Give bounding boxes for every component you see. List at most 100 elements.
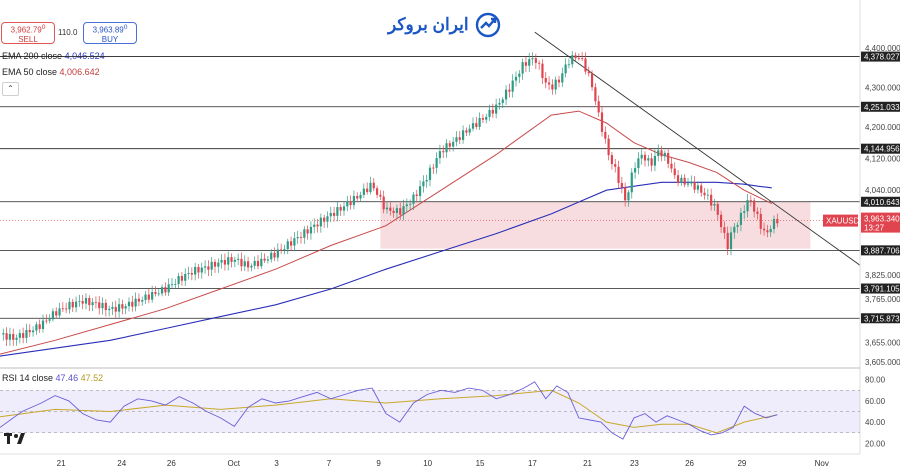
candle-body: [471, 123, 475, 129]
candle-body: [624, 187, 627, 201]
candle-body: [637, 158, 640, 169]
candle-body: [38, 324, 41, 330]
candle-body: [729, 232, 733, 250]
rsi-legend[interactable]: RSI 14 close 47.46 47.52: [2, 373, 103, 383]
rsi-line: [0, 381, 778, 440]
level-tag: [861, 245, 900, 256]
candle-body: [369, 182, 372, 193]
candle-body: [352, 196, 356, 206]
candle-body: [323, 217, 326, 222]
candle-body: [270, 252, 273, 260]
candle-body: [587, 71, 590, 74]
y-tick-label: 4,040.000: [865, 186, 900, 195]
candle-body: [246, 261, 250, 268]
candle-body: [776, 218, 779, 224]
candle-body: [329, 212, 332, 217]
candle-body: [117, 304, 121, 312]
candle-body: [574, 55, 577, 59]
candle-body: [657, 150, 660, 156]
ema50-label: EMA 50 close: [2, 67, 58, 77]
candle-body: [538, 62, 541, 64]
support-resistance-zone: [380, 202, 811, 249]
candle-body: [253, 260, 256, 266]
candle-body: [2, 333, 5, 335]
candle-body: [518, 73, 521, 77]
candle-body: [256, 260, 260, 267]
candle-body: [581, 58, 584, 59]
candle-body: [22, 333, 25, 338]
symbol-label: XAUUSD: [826, 217, 860, 226]
candle-body: [210, 261, 213, 270]
y-tick-label: 4,400.000: [865, 44, 900, 53]
candle-body: [356, 196, 359, 199]
rsi-y-tick-label: 40.00: [865, 418, 886, 427]
candle-body: [458, 137, 461, 140]
candle-body: [8, 334, 12, 340]
candle-body: [488, 109, 491, 117]
candle-body: [280, 249, 283, 251]
candle-body: [217, 262, 220, 267]
candle-body: [673, 168, 676, 176]
candle-body: [41, 320, 45, 330]
candle-body: [78, 301, 81, 302]
collapse-legend-button[interactable]: ⌃: [2, 82, 19, 96]
level-tag: [861, 51, 900, 62]
level-tag: [861, 101, 900, 112]
candle-body: [713, 203, 716, 206]
buy-button[interactable]: 3,963.890 BUY: [83, 22, 137, 44]
candle-body: [544, 78, 547, 83]
candle-body: [647, 158, 650, 161]
candle-body: [250, 265, 253, 268]
buy-label: BUY: [101, 34, 119, 44]
candle-body: [667, 152, 670, 164]
candle-body: [220, 259, 223, 263]
candle-body: [743, 211, 746, 213]
candle-body: [630, 172, 633, 193]
candle-body: [710, 194, 713, 206]
candle-body: [194, 266, 197, 275]
brand-logo: ایران بروکر: [388, 10, 501, 40]
candle-body: [772, 218, 776, 230]
candle-body: [617, 166, 620, 183]
candle-body: [600, 112, 604, 132]
level-tag-label: 4,144.956: [864, 145, 900, 154]
level-tag-label: 4,378.027: [864, 53, 900, 62]
candle-body: [296, 237, 299, 239]
candle-body: [332, 212, 336, 216]
candle-body: [756, 211, 759, 214]
candle-body: [514, 76, 518, 81]
candle-body: [766, 230, 769, 233]
candle-body: [237, 258, 240, 260]
ema50-legend[interactable]: EMA 50 close 4,006.642: [2, 67, 100, 77]
candle-body: [567, 64, 571, 66]
candle-body: [719, 214, 723, 228]
candle-body: [339, 207, 342, 211]
level-tag: [861, 283, 900, 294]
candle-body: [547, 82, 551, 85]
candle-body: [111, 306, 114, 309]
candle-body: [213, 261, 217, 267]
candle-body: [680, 177, 683, 183]
candle-body: [461, 130, 465, 140]
rsi-y-tick-label: 20.00: [865, 439, 886, 448]
candle-body: [342, 206, 346, 211]
candle-body: [5, 333, 8, 340]
candle-body: [190, 273, 193, 275]
candle-body: [610, 155, 614, 165]
current-price-label: 3,963.340: [864, 215, 900, 224]
sell-button[interactable]: 3,962.790 SELL: [1, 22, 55, 44]
ema200-label: EMA 200 close: [2, 51, 63, 61]
candle-body: [207, 266, 210, 270]
candle-body: [409, 203, 412, 205]
candle-body: [418, 186, 422, 196]
candle-body: [739, 212, 743, 225]
ema200-legend[interactable]: EMA 200 close 4,046.524: [2, 51, 105, 61]
candle-body: [643, 154, 647, 161]
candle-body: [620, 182, 623, 188]
candle-body: [749, 200, 752, 201]
candle-body: [696, 185, 700, 190]
candle-body: [571, 55, 574, 65]
candle-body: [633, 168, 637, 173]
candle-body: [716, 203, 719, 215]
